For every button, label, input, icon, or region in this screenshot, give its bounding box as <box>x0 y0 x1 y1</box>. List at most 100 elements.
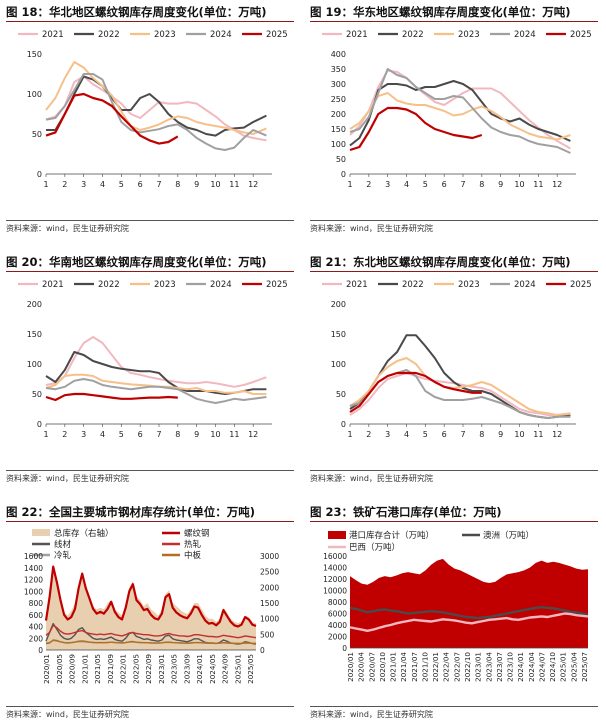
x-tick-label: 2023/01 <box>474 652 483 682</box>
series-line <box>349 612 589 632</box>
y-tick-label: 1000 <box>24 587 43 596</box>
x-tick-label: 12 <box>248 430 258 439</box>
x-tick-group: 2022/10 <box>463 652 472 682</box>
y-tick-label: 200 <box>331 300 346 309</box>
series-line-2023 <box>349 357 571 416</box>
x-tick-label: 1 <box>43 430 48 439</box>
y-tick-label: 150 <box>27 50 42 59</box>
legend-label: 澳洲（万吨） <box>483 530 534 541</box>
y-tick-label: 200 <box>331 110 346 119</box>
x-tick-label: 2022/04 <box>442 652 451 682</box>
x-tick-label: 2024/04 <box>527 652 536 682</box>
x-tick-label: 9 <box>498 180 503 189</box>
y-tick-label: 0 <box>37 170 42 179</box>
x-tick-label: 2025/04 <box>569 652 578 682</box>
y-tick-label: 100 <box>331 140 346 149</box>
x-tick-label: 2025/01 <box>233 654 242 684</box>
legend-label: 2022 <box>402 280 424 290</box>
x-tick-group: 2025/07 <box>580 652 589 682</box>
x-tick-label: 8 <box>479 430 484 439</box>
x-tick-label: 7 <box>156 430 161 439</box>
y-tick-label: 1400 <box>24 564 43 573</box>
x-tick-group: 2021/01 <box>389 652 398 682</box>
source-divider <box>310 706 598 707</box>
source-note: 资料来源：wind，民生证券研究院 <box>6 710 129 719</box>
x-tick-group: 2023/05 <box>170 654 179 684</box>
y-tick-label: 1200 <box>24 576 43 585</box>
x-tick-label: 2 <box>62 430 67 439</box>
legend-label: 2023 <box>458 280 480 290</box>
x-tick-label: 2 <box>366 430 371 439</box>
y-tick-label: 200 <box>29 634 44 643</box>
x-tick-group: 2024/07 <box>538 652 547 682</box>
legend-label: 2021 <box>346 280 368 290</box>
x-tick-group: 2020/04 <box>357 652 366 682</box>
y-tick-label: 14000 <box>323 564 347 573</box>
x-tick-label: 7 <box>460 180 465 189</box>
title-divider <box>310 21 598 22</box>
x-tick-label: 2021/04 <box>399 652 408 682</box>
x-tick-label: 2021/09 <box>106 654 115 684</box>
x-tick-label: 9 <box>194 430 199 439</box>
y2-tick-label: 2000 <box>260 583 279 592</box>
legend-label: 中板 <box>184 550 202 561</box>
x-tick-label: 2024/05 <box>208 654 217 684</box>
source-divider <box>6 706 294 707</box>
title-divider <box>6 271 294 272</box>
y-tick-label: 600 <box>29 611 44 620</box>
x-tick-group: 2022/05 <box>131 654 140 684</box>
x-tick-label: 2025/05 <box>246 654 255 684</box>
x-tick-group: 2022/01 <box>431 652 440 682</box>
chart-title: 图 21：东北地区螺纹钢库存周度变化(单位：万吨) <box>310 255 571 269</box>
source-divider <box>6 220 294 221</box>
x-tick-label: 2024/01 <box>516 652 525 682</box>
legend-label: 2025 <box>570 30 592 40</box>
x-tick-label: 2022/10 <box>463 652 472 682</box>
y-tick-label: 4000 <box>328 621 347 630</box>
legend-swatch <box>32 529 50 536</box>
series-line-2024 <box>45 378 267 404</box>
x-tick-label: 7 <box>460 430 465 439</box>
legend-label: 2022 <box>98 30 120 40</box>
x-tick-group: 2025/01 <box>559 652 568 682</box>
x-tick-label: 3 <box>385 430 390 439</box>
x-tick-label: 10 <box>514 180 524 189</box>
legend-label: 2024 <box>210 30 232 40</box>
x-tick-label: 11 <box>229 430 239 439</box>
figure-18-panel: 图 18：华北地区螺纹钢库存周度变化(单位：万吨) 2021 2022 2023 20… <box>2 2 298 238</box>
x-tick-label: 7 <box>156 180 161 189</box>
x-tick-label: 3 <box>81 180 86 189</box>
legend-label: 线材 <box>54 539 72 550</box>
source-note: 资料来源：wind，民生证券研究院 <box>310 474 433 483</box>
figure-23-plot: 港口库存合计（万吨） 澳洲（万吨） 巴西（万吨） 0 2000 4000 6000 8000 1… <box>323 530 589 682</box>
series-line <box>349 606 589 620</box>
x-tick-group: 2023/10 <box>506 652 515 682</box>
x-tick-group: 2024/01 <box>195 654 204 684</box>
x-tick-label: 2024/07 <box>538 652 547 682</box>
series-line-2024 <box>45 73 267 151</box>
x-tick-label: 2022/05 <box>131 654 140 684</box>
x-tick-group: 2022/09 <box>144 654 153 684</box>
x-tick-label: 2021/10 <box>421 652 430 682</box>
x-tick-label: 2022/07 <box>452 652 461 682</box>
x-tick-group: 2025/01 <box>233 654 242 684</box>
x-tick-label: 10 <box>210 430 220 439</box>
chart-title: 图 18：华北地区螺纹钢库存周度变化(单位：万吨) <box>6 5 267 19</box>
legend-label: 2022 <box>98 280 120 290</box>
x-tick-group: 2024/09 <box>221 654 230 684</box>
x-tick-label: 2021/01 <box>80 654 89 684</box>
y-tick-label: 10000 <box>323 587 347 596</box>
x-tick-label: 2022/01 <box>431 652 440 682</box>
y-tick-label: 300 <box>331 80 346 89</box>
y-tick-label: 2000 <box>328 633 347 642</box>
x-tick-label: 4 <box>404 180 409 189</box>
x-tick-label: 2023/09 <box>182 654 191 684</box>
legend-label: 热轧 <box>184 539 202 550</box>
x-tick-label: 6 <box>138 180 143 189</box>
source-divider <box>6 470 294 471</box>
figure-19-plot: 2021 2022 2023 2024 202505010015020025030035… <box>322 30 592 189</box>
x-tick-group: 2022/01 <box>119 654 128 684</box>
chart-title: 图 23：铁矿石港口库存(单位：万吨) <box>310 505 502 519</box>
title-divider <box>310 521 598 522</box>
